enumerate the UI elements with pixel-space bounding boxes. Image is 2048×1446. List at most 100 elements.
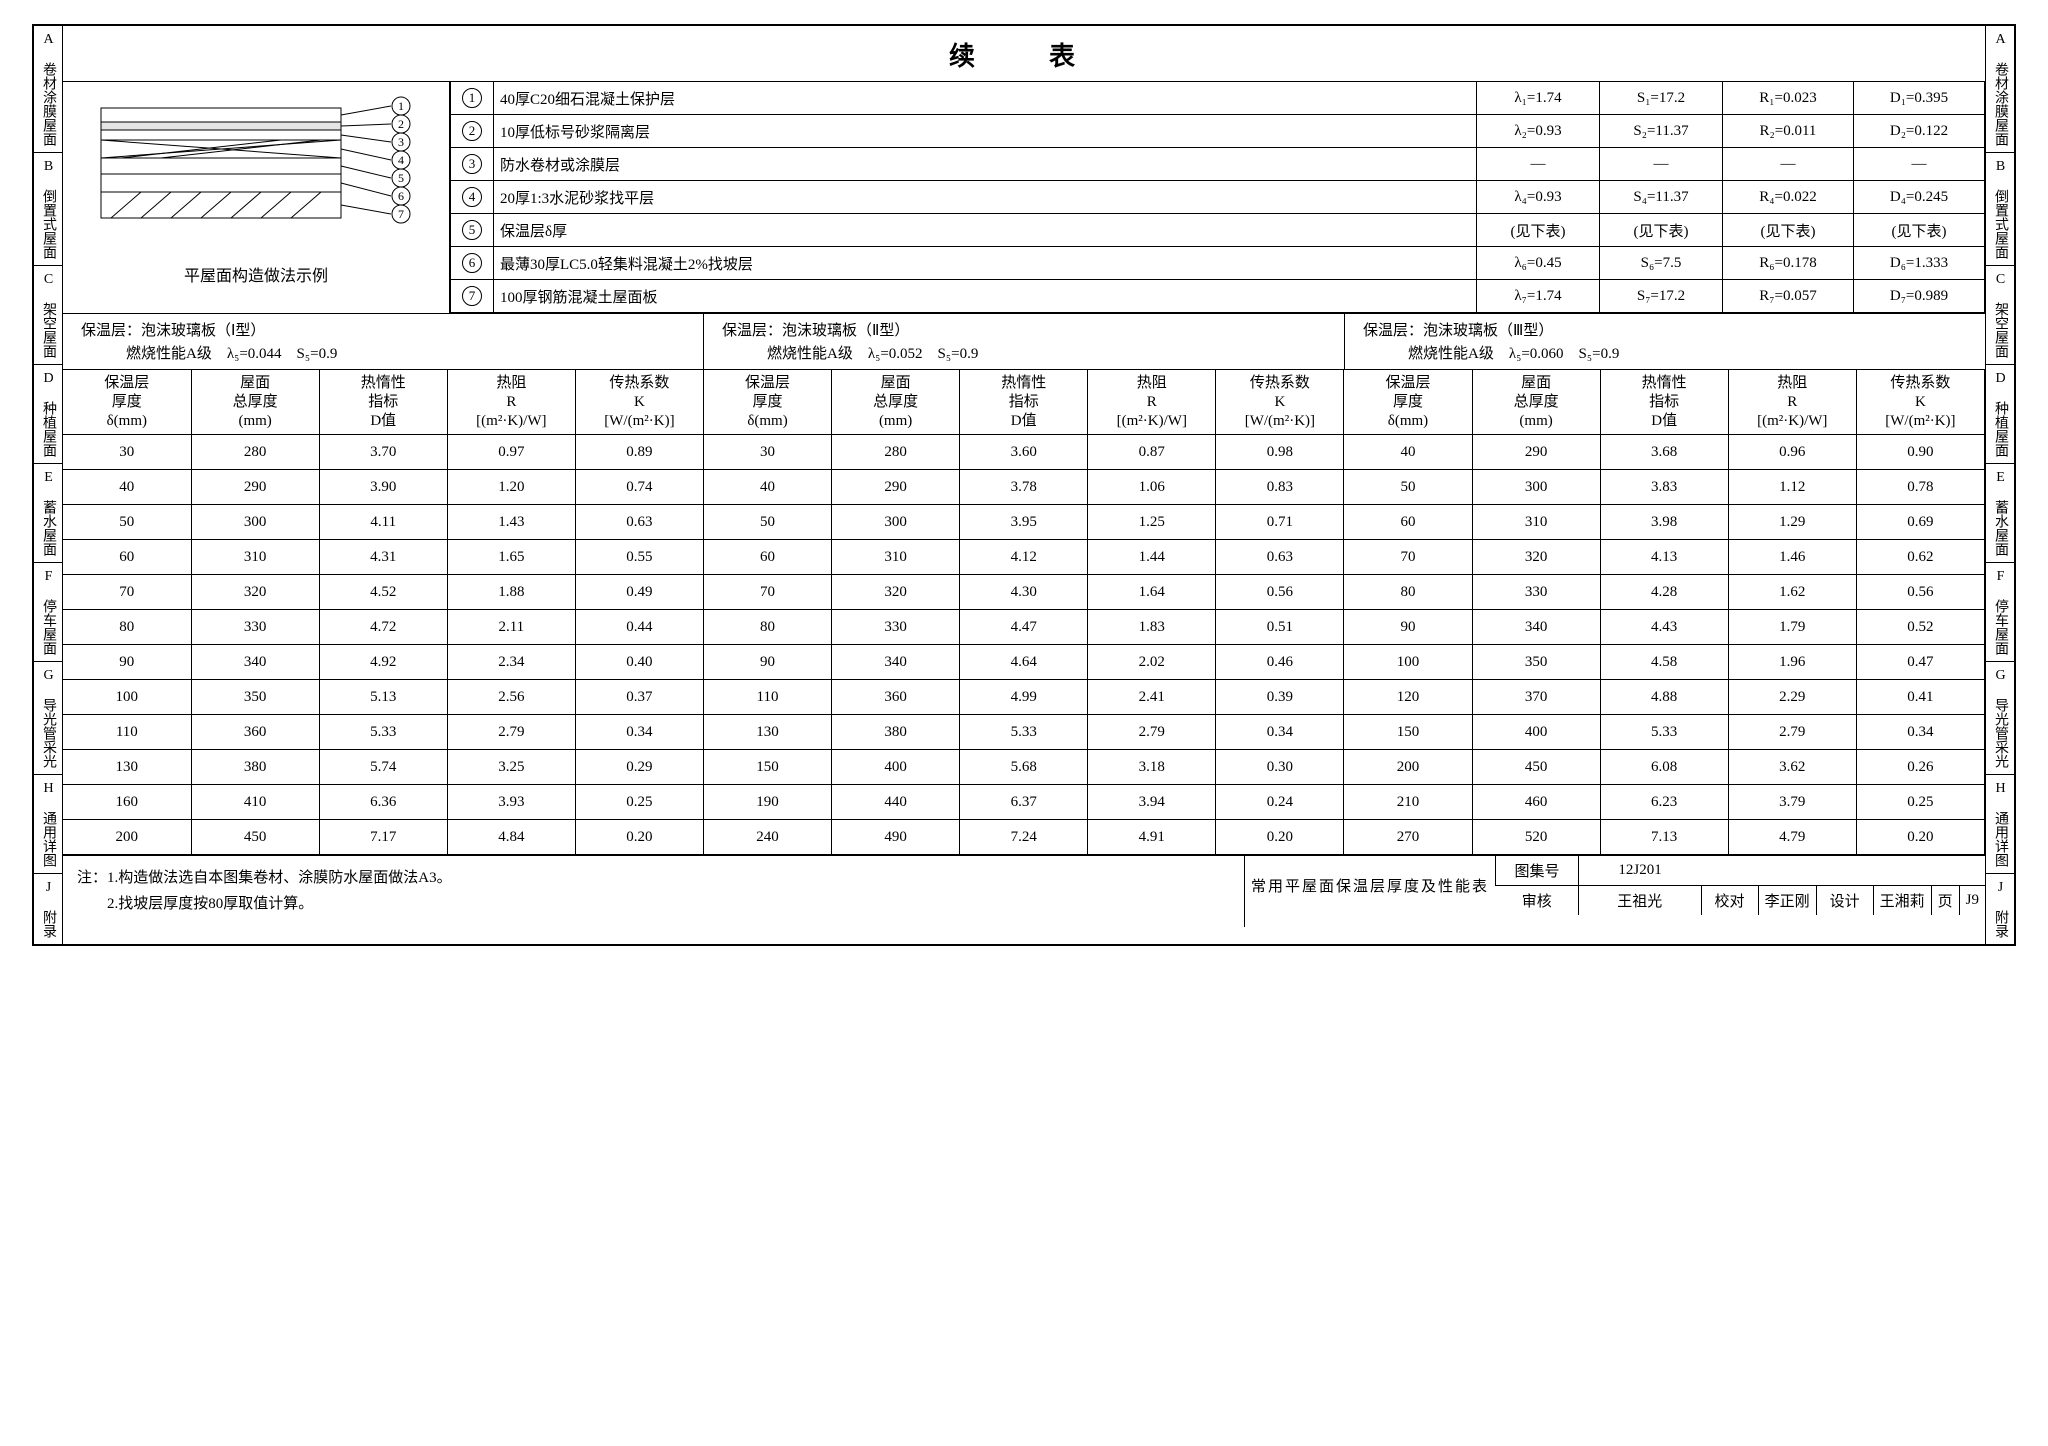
- data-cell: 100: [63, 680, 191, 715]
- page-label: 页: [1931, 886, 1959, 916]
- data-cell: 1.29: [1728, 505, 1856, 540]
- design-name: 王湘莉: [1873, 886, 1931, 916]
- data-cell: 70: [703, 575, 831, 610]
- layer-cell: 1: [451, 82, 494, 115]
- data-cell: 4.30: [960, 575, 1088, 610]
- page-no: J9: [1959, 886, 1985, 916]
- data-cell: 130: [703, 715, 831, 750]
- data-table: 保温层厚度δ(mm)屋面总厚度(mm)热惰性指标D值热阻R[(m²·K)/W]传…: [63, 370, 1985, 855]
- data-cell: 0.89: [575, 435, 703, 470]
- data-cell: 5.33: [319, 715, 447, 750]
- data-cell: 80: [63, 610, 191, 645]
- data-cell: 1.65: [447, 540, 575, 575]
- page-title: 续 表: [63, 26, 1985, 82]
- data-cell: 0.25: [575, 785, 703, 820]
- layer-cell: (见下表): [1854, 214, 1985, 247]
- data-cell: 2.79: [447, 715, 575, 750]
- layer-cell: 5: [451, 214, 494, 247]
- data-cell: 310: [832, 540, 960, 575]
- col-header: 传热系数K[W/(m²·K)]: [575, 370, 703, 435]
- col-header: 热惰性指标D值: [319, 370, 447, 435]
- data-cell: 60: [63, 540, 191, 575]
- data-cell: 40: [1344, 435, 1472, 470]
- layers-table: 140厚C20细石混凝土保护层λ₁=1.74S₁=17.2R₁=0.023D₁=…: [450, 82, 1985, 313]
- index-D: D 种植屋面: [34, 365, 62, 464]
- data-cell: 1.20: [447, 470, 575, 505]
- data-cell: 320: [832, 575, 960, 610]
- layer-cell: D₇=0.989: [1854, 280, 1985, 313]
- data-cell: 360: [832, 680, 960, 715]
- index-J: J 附录: [1986, 874, 2014, 944]
- layer-cell: (见下表): [1477, 214, 1600, 247]
- svg-text:1: 1: [398, 99, 404, 113]
- index-H: H 通用详图: [1986, 775, 2014, 874]
- index-B: B 倒置式屋面: [1986, 153, 2014, 266]
- data-cell: 70: [63, 575, 191, 610]
- data-cell: 0.37: [575, 680, 703, 715]
- data-cell: 0.41: [1856, 680, 1984, 715]
- data-cell: 3.25: [447, 750, 575, 785]
- col-header: 传热系数K[W/(m²·K)]: [1856, 370, 1984, 435]
- col-header: 热惰性指标D值: [960, 370, 1088, 435]
- index-C: C 架空屋面: [1986, 266, 2014, 365]
- layer-cell: S₆=7.5: [1600, 247, 1723, 280]
- data-cell: 5.33: [1600, 715, 1728, 750]
- data-cell: 4.84: [447, 820, 575, 855]
- data-cell: 6.08: [1600, 750, 1728, 785]
- data-cell: 2.79: [1728, 715, 1856, 750]
- data-cell: 0.47: [1856, 645, 1984, 680]
- layer-cell: D₁=0.395: [1854, 82, 1985, 115]
- data-cell: 0.90: [1856, 435, 1984, 470]
- data-cell: 130: [63, 750, 191, 785]
- review-label: 审核: [1496, 886, 1579, 916]
- data-cell: 0.30: [1216, 750, 1344, 785]
- layer-cell: S₇=17.2: [1600, 280, 1723, 313]
- data-cell: 80: [703, 610, 831, 645]
- data-cell: 100: [1344, 645, 1472, 680]
- data-cell: 4.13: [1600, 540, 1728, 575]
- index-E: E 蓄水屋面: [1986, 464, 2014, 563]
- data-cell: 90: [63, 645, 191, 680]
- data-cell: 280: [832, 435, 960, 470]
- data-cell: 290: [832, 470, 960, 505]
- data-cell: 5.68: [960, 750, 1088, 785]
- data-cell: 4.58: [1600, 645, 1728, 680]
- drawing-sheet: A 卷材涂膜屋面B 倒置式屋面C 架空屋面D 种植屋面E 蓄水屋面F 停车屋面G…: [32, 24, 2016, 946]
- data-cell: 450: [1472, 750, 1600, 785]
- data-cell: 0.40: [575, 645, 703, 680]
- data-cell: 3.94: [1088, 785, 1216, 820]
- layer-cell: λ₄=0.93: [1477, 181, 1600, 214]
- data-cell: 3.83: [1600, 470, 1728, 505]
- data-cell: 1.88: [447, 575, 575, 610]
- col-header: 保温层厚度δ(mm): [63, 370, 191, 435]
- right-index: A 卷材涂膜屋面B 倒置式屋面C 架空屋面D 种植屋面E 蓄水屋面F 停车屋面G…: [1985, 26, 2014, 944]
- svg-text:3: 3: [398, 135, 404, 149]
- data-cell: 3.78: [960, 470, 1088, 505]
- data-cell: 0.26: [1856, 750, 1984, 785]
- data-cell: 310: [1472, 505, 1600, 540]
- index-J: J 附录: [34, 874, 62, 944]
- section-headers: 保温层：泡沫玻璃板（Ⅰ型） 燃烧性能A级 λ₅=0.044 S₅=0.9保温层：…: [63, 314, 1985, 370]
- data-cell: 340: [832, 645, 960, 680]
- data-cell: 90: [703, 645, 831, 680]
- data-cell: 310: [191, 540, 319, 575]
- check-label: 校对: [1701, 886, 1758, 916]
- data-cell: 80: [1344, 575, 1472, 610]
- layer-cell: R₄=0.022: [1723, 181, 1854, 214]
- data-cell: 0.83: [1216, 470, 1344, 505]
- data-cell: 0.20: [575, 820, 703, 855]
- layer-cell: λ₆=0.45: [1477, 247, 1600, 280]
- data-cell: 440: [832, 785, 960, 820]
- data-cell: 30: [703, 435, 831, 470]
- col-header: 热惰性指标D值: [1600, 370, 1728, 435]
- layer-cell: —: [1600, 148, 1723, 181]
- index-G: G 导光管采光: [34, 662, 62, 775]
- data-cell: 350: [1472, 645, 1600, 680]
- svg-text:5: 5: [398, 171, 404, 185]
- section-header: 保温层：泡沫玻璃板（Ⅲ型） 燃烧性能A级 λ₅=0.060 S₅=0.9: [1345, 314, 1985, 369]
- col-header: 屋面总厚度(mm): [1472, 370, 1600, 435]
- layer-cell: R₁=0.023: [1723, 82, 1854, 115]
- data-cell: 300: [832, 505, 960, 540]
- data-cell: 1.83: [1088, 610, 1216, 645]
- data-cell: 4.43: [1600, 610, 1728, 645]
